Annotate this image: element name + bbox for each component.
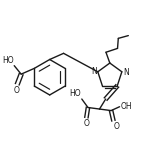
Text: O: O	[14, 86, 20, 95]
Text: HO: HO	[69, 89, 81, 98]
Text: HO: HO	[2, 56, 13, 65]
Text: OH: OH	[120, 102, 132, 111]
Text: N: N	[91, 67, 97, 76]
Text: O: O	[114, 122, 120, 131]
Text: O: O	[83, 119, 89, 128]
Text: N: N	[123, 68, 129, 77]
